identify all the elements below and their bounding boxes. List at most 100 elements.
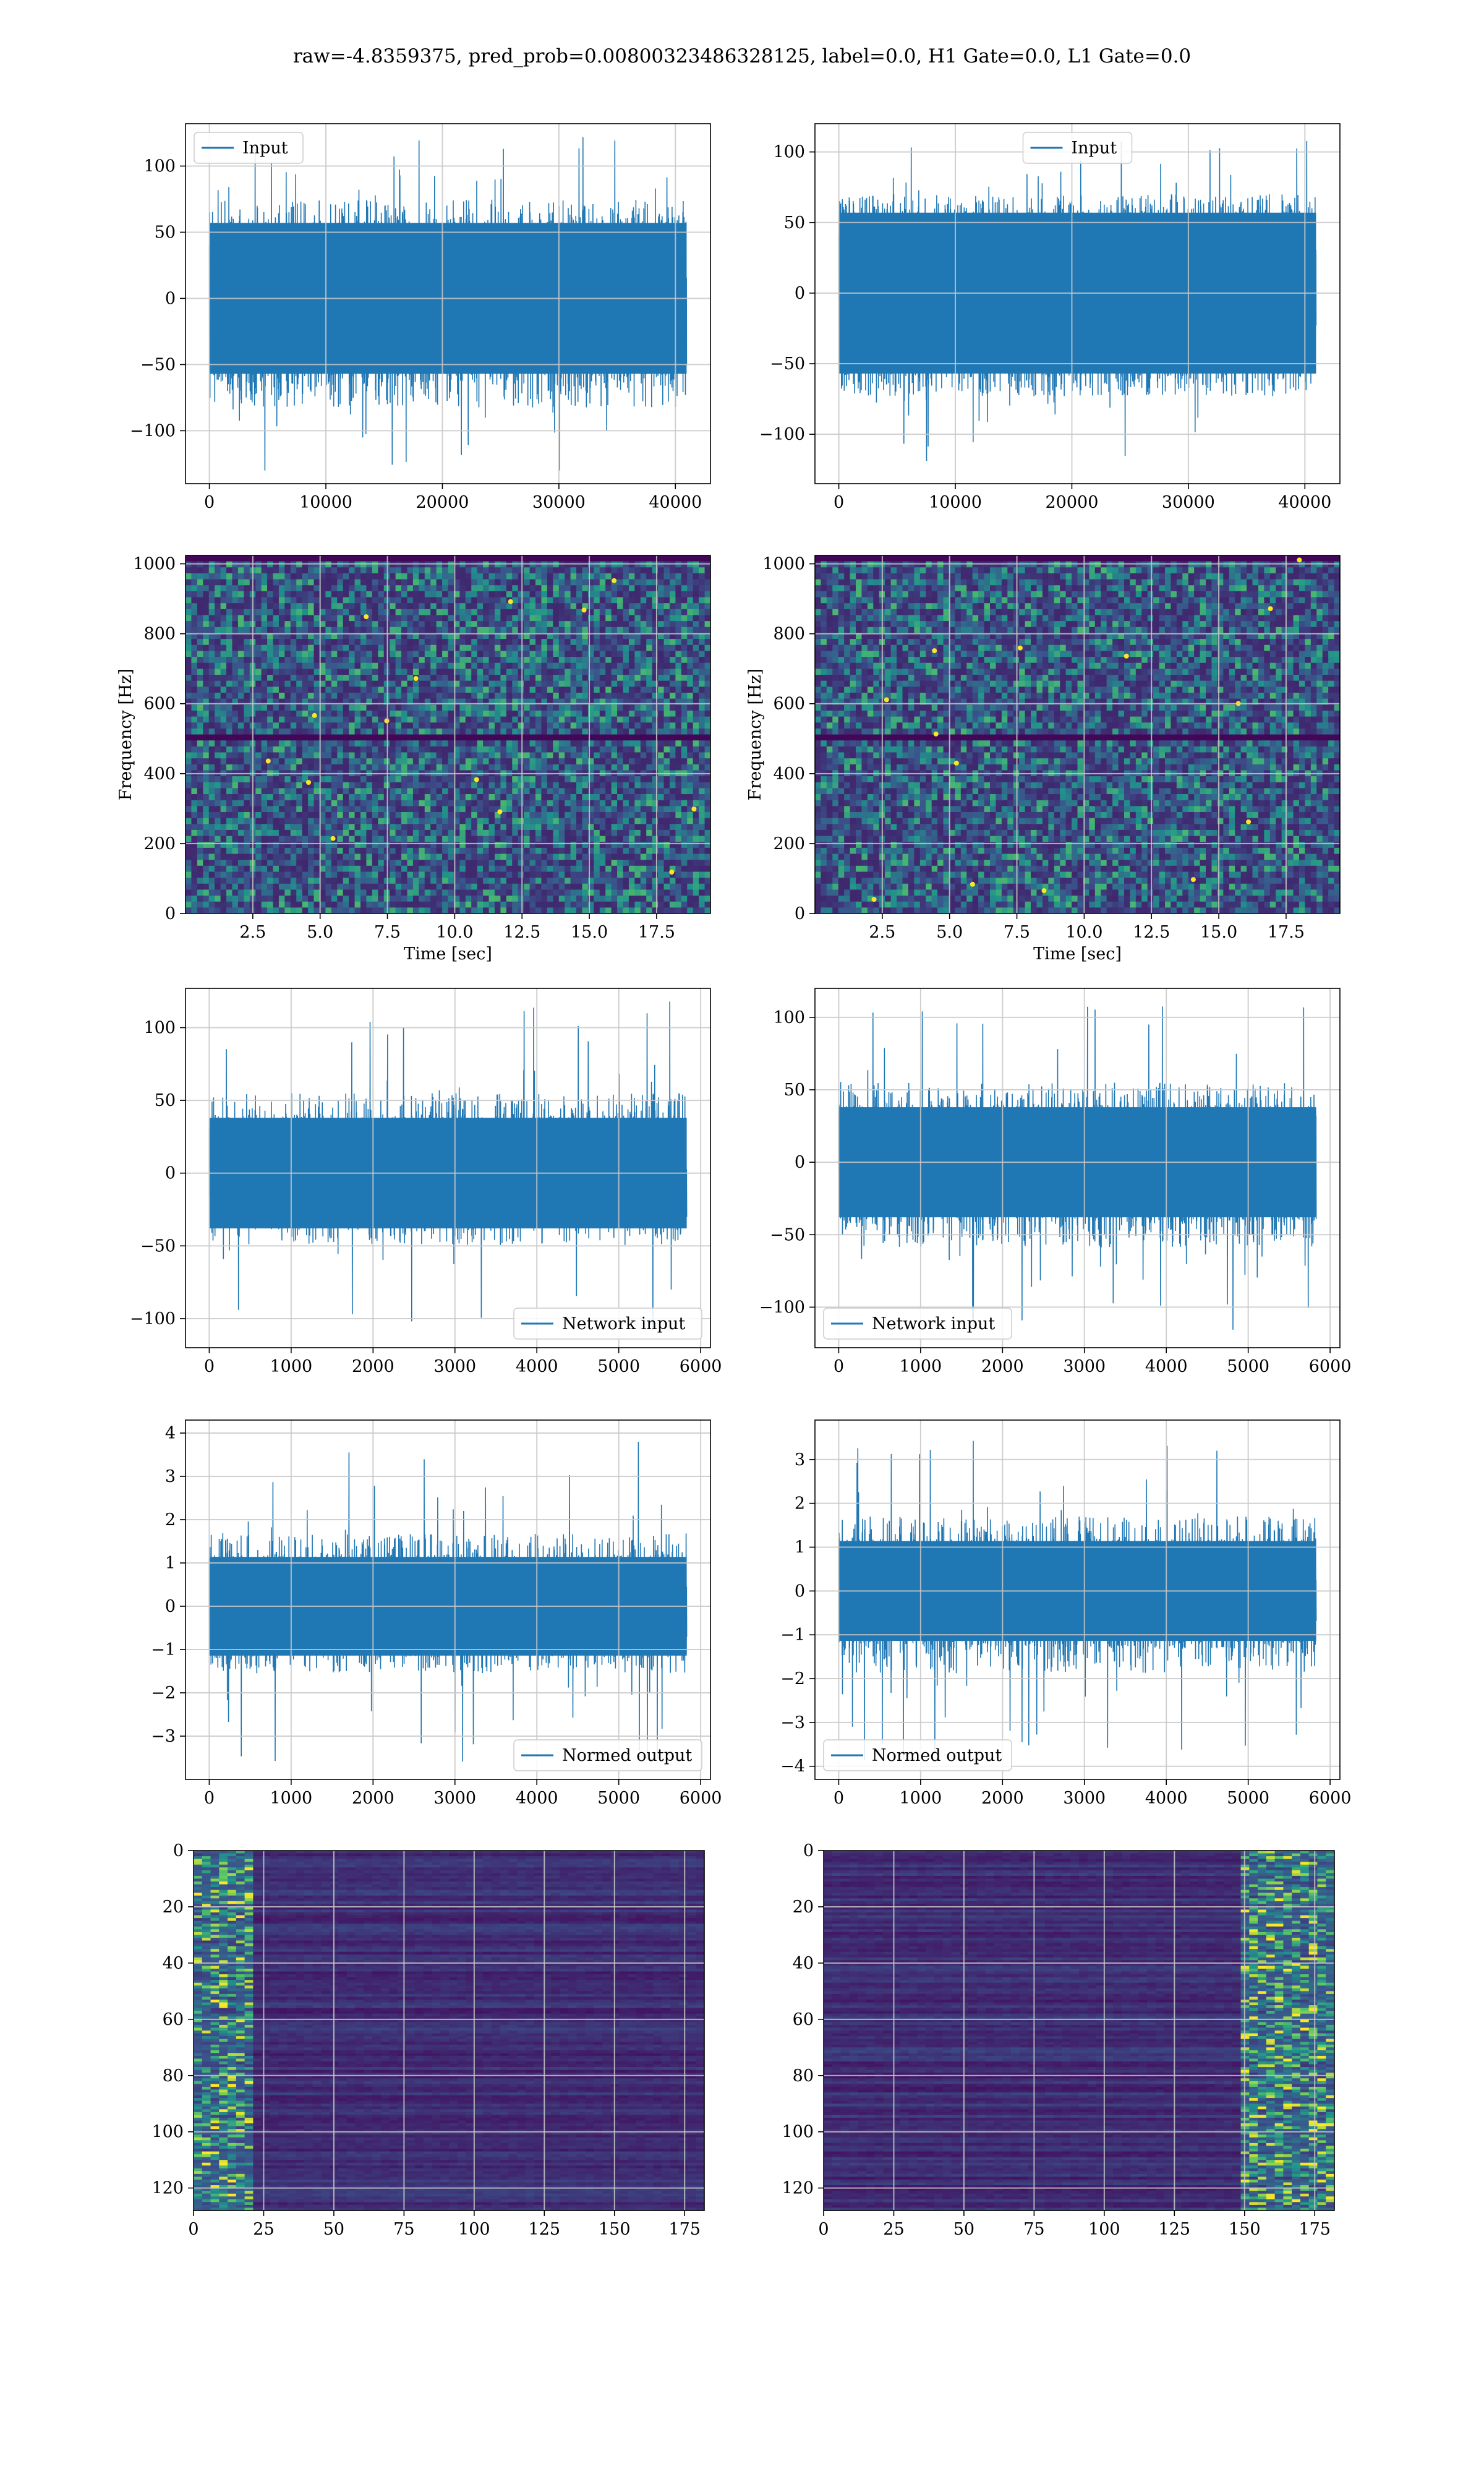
heatmap-cell xyxy=(284,651,291,657)
heatmap-cell xyxy=(646,627,653,634)
heatmap-cell xyxy=(407,776,414,783)
heatmap-cell xyxy=(617,752,624,759)
heatmap-cell xyxy=(535,901,542,908)
heatmap-cell xyxy=(226,657,233,664)
heatmap-cell xyxy=(565,627,571,634)
heatmap-cell xyxy=(634,657,641,664)
heatmap-cell xyxy=(587,818,594,824)
heatmap-cell xyxy=(197,579,203,586)
heatmap-cell xyxy=(471,883,478,890)
heatmap-cell xyxy=(354,818,361,824)
heatmap-cell xyxy=(506,901,513,908)
heatmap-cell xyxy=(541,704,548,711)
heatmap-cell xyxy=(558,871,565,878)
heatmap-cell xyxy=(203,878,210,884)
heatmap-cell xyxy=(524,871,531,878)
heatmap-cell xyxy=(226,651,233,657)
heatmap-cell xyxy=(599,878,606,884)
heatmap-cell xyxy=(244,788,250,795)
heatmap-cell xyxy=(483,633,490,640)
heatmap-cell xyxy=(587,854,594,860)
heatmap-cell xyxy=(378,776,385,783)
heatmap-cell xyxy=(267,746,274,753)
heatmap-cell xyxy=(553,883,560,890)
heatmap-cell xyxy=(313,591,320,598)
heatmap-cell xyxy=(296,806,303,813)
heatmap-cell xyxy=(576,591,583,598)
heatmap-cell xyxy=(424,794,431,801)
heatmap-cell xyxy=(226,811,233,819)
heatmap-cell xyxy=(594,806,600,813)
heatmap-cell xyxy=(308,860,315,867)
heatmap-cell xyxy=(576,734,583,741)
heatmap-cell xyxy=(565,776,571,783)
heatmap-cell xyxy=(558,675,565,682)
heatmap-cell xyxy=(617,829,624,837)
heatmap-cell xyxy=(278,752,285,759)
heatmap-cell xyxy=(337,752,344,759)
heatmap-cell xyxy=(261,734,268,741)
heatmap-cell xyxy=(565,728,571,735)
heatmap-cell xyxy=(488,639,495,646)
heatmap-cell xyxy=(471,901,478,908)
subplot-grid: 0 10000 20000 30000 40000−100−50050100Input0… xyxy=(116,123,1351,2239)
heatmap-cell xyxy=(401,675,408,682)
heatmap-cell xyxy=(640,782,647,789)
heatmap-cell xyxy=(640,728,647,735)
heatmap-cell xyxy=(208,639,215,646)
heatmap-cell xyxy=(395,764,402,771)
heatmap-cell xyxy=(261,860,268,867)
heatmap-cell xyxy=(605,644,612,651)
heatmap-cell xyxy=(500,597,507,604)
heatmap-cell xyxy=(273,854,279,860)
heatmap-cell xyxy=(313,662,320,669)
heatmap-cell xyxy=(494,824,501,831)
heatmap-cell xyxy=(494,722,501,729)
heatmap-cell xyxy=(512,597,519,604)
heatmap-cell xyxy=(308,800,315,807)
heatmap-cell xyxy=(284,764,291,771)
heatmap-cell xyxy=(296,639,303,646)
heatmap-cell xyxy=(483,609,490,616)
heatmap-cell xyxy=(419,740,425,747)
heatmap-cell xyxy=(215,824,221,831)
heatmap-cell xyxy=(337,818,344,824)
heatmap-cell xyxy=(390,824,396,831)
heatmap-cell xyxy=(477,752,484,759)
heatmap-cell xyxy=(529,818,536,824)
heatmap-cell xyxy=(378,836,385,842)
heatmap-cell xyxy=(337,621,344,628)
heatmap-cell xyxy=(372,716,378,723)
heatmap-cell xyxy=(343,675,349,682)
heatmap-cell xyxy=(640,585,647,592)
heatmap-cell xyxy=(518,585,524,592)
heatmap-cell xyxy=(419,657,425,664)
heatmap-cell xyxy=(448,621,454,628)
heatmap-cell xyxy=(617,597,624,604)
heatmap-cell xyxy=(290,692,297,700)
heatmap-cell xyxy=(267,865,274,873)
heatmap-cell xyxy=(290,687,297,693)
heatmap-cell xyxy=(226,878,233,884)
heatmap-cell xyxy=(208,644,215,651)
heatmap-cell xyxy=(360,561,367,568)
heatmap-cell xyxy=(541,591,548,598)
heatmap-cell xyxy=(197,794,203,801)
heatmap-cell xyxy=(215,669,221,675)
heatmap-cell xyxy=(634,597,641,604)
heatmap-cell xyxy=(524,716,531,723)
heatmap-cell xyxy=(191,758,198,765)
heatmap-cell xyxy=(237,734,244,741)
heatmap-cell xyxy=(378,627,385,634)
heatmap-cell xyxy=(407,764,414,771)
heatmap-cell xyxy=(220,907,227,914)
heatmap-cell xyxy=(226,782,233,789)
heatmap-cell xyxy=(331,675,338,682)
heatmap-cell xyxy=(640,752,647,759)
heatmap-cell xyxy=(483,746,490,753)
heatmap-cell xyxy=(471,651,478,657)
heatmap-cell xyxy=(337,836,344,842)
heatmap-cell xyxy=(628,860,635,867)
heatmap-cell xyxy=(512,800,519,807)
heatmap-cell xyxy=(646,800,653,807)
